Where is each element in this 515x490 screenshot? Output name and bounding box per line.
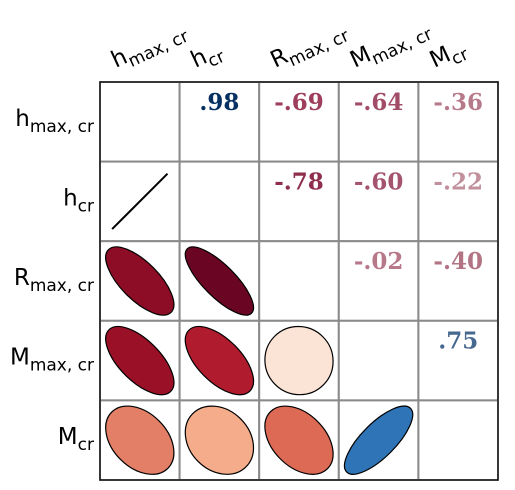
correlation-ellipse <box>105 246 175 316</box>
correlation-value-label: -.22 <box>433 168 483 195</box>
correlation-value-label: -.02 <box>354 248 404 275</box>
correlation-ellipse <box>343 405 414 475</box>
row-label-h-max-cr: hmax, cr <box>15 106 94 137</box>
correlation-ellipse <box>184 405 255 475</box>
correlation-ellipse <box>105 325 175 396</box>
correlation-value-label: -.60 <box>354 168 404 195</box>
row-label-r-max-cr: Rmax, cr <box>14 265 94 296</box>
column-label-h-cr: hcr <box>187 37 228 78</box>
matrix-cell <box>258 240 340 322</box>
correlation-ellipse <box>264 325 334 396</box>
correlation-value-label: .75 <box>438 328 478 355</box>
correlation-value-label: -.36 <box>433 89 483 116</box>
matrix-cell <box>417 399 499 481</box>
matrix-cell <box>337 160 420 243</box>
correlation-ellipse <box>105 405 175 475</box>
correlation-value-label: -.69 <box>274 89 324 116</box>
correlation-ellipse <box>184 325 255 396</box>
matrix-cell <box>417 160 499 243</box>
row-labels: hmax, cr hcr Rmax, cr Mmax, cr Mcr <box>10 106 94 455</box>
correlation-ellipse <box>184 246 255 316</box>
correlation-marks: .98 -.69 -.64 -.36 -.78 -.60 -.22 -.02 -.40 .75 <box>105 89 483 475</box>
correlation-value-label: .98 <box>199 89 239 116</box>
matrix-cell <box>258 160 340 243</box>
correlation-ellipse <box>264 405 334 475</box>
matrix-cell <box>337 319 420 402</box>
correlation-line-mark <box>111 173 169 230</box>
matrix-cell <box>337 240 420 322</box>
correlation-value-label: -.64 <box>354 89 404 116</box>
matrix-cell <box>178 160 261 243</box>
column-label-m-max-cr: Mmax, cr <box>346 14 435 78</box>
row-label-h-cr: hcr <box>63 185 94 216</box>
matrix-cell <box>99 81 181 163</box>
row-label-m-max-cr: Mmax, cr <box>10 345 94 376</box>
matrix-frame <box>99 81 499 481</box>
correlation-value-label: -.40 <box>433 248 483 275</box>
row-label-m-cr: Mcr <box>58 424 94 455</box>
correlation-value-label: -.78 <box>274 168 324 195</box>
column-label-h-max-cr: hmax, cr <box>107 17 191 78</box>
matrix-cell <box>417 319 499 402</box>
column-label-r-max-cr: Rmax, cr <box>267 16 353 78</box>
